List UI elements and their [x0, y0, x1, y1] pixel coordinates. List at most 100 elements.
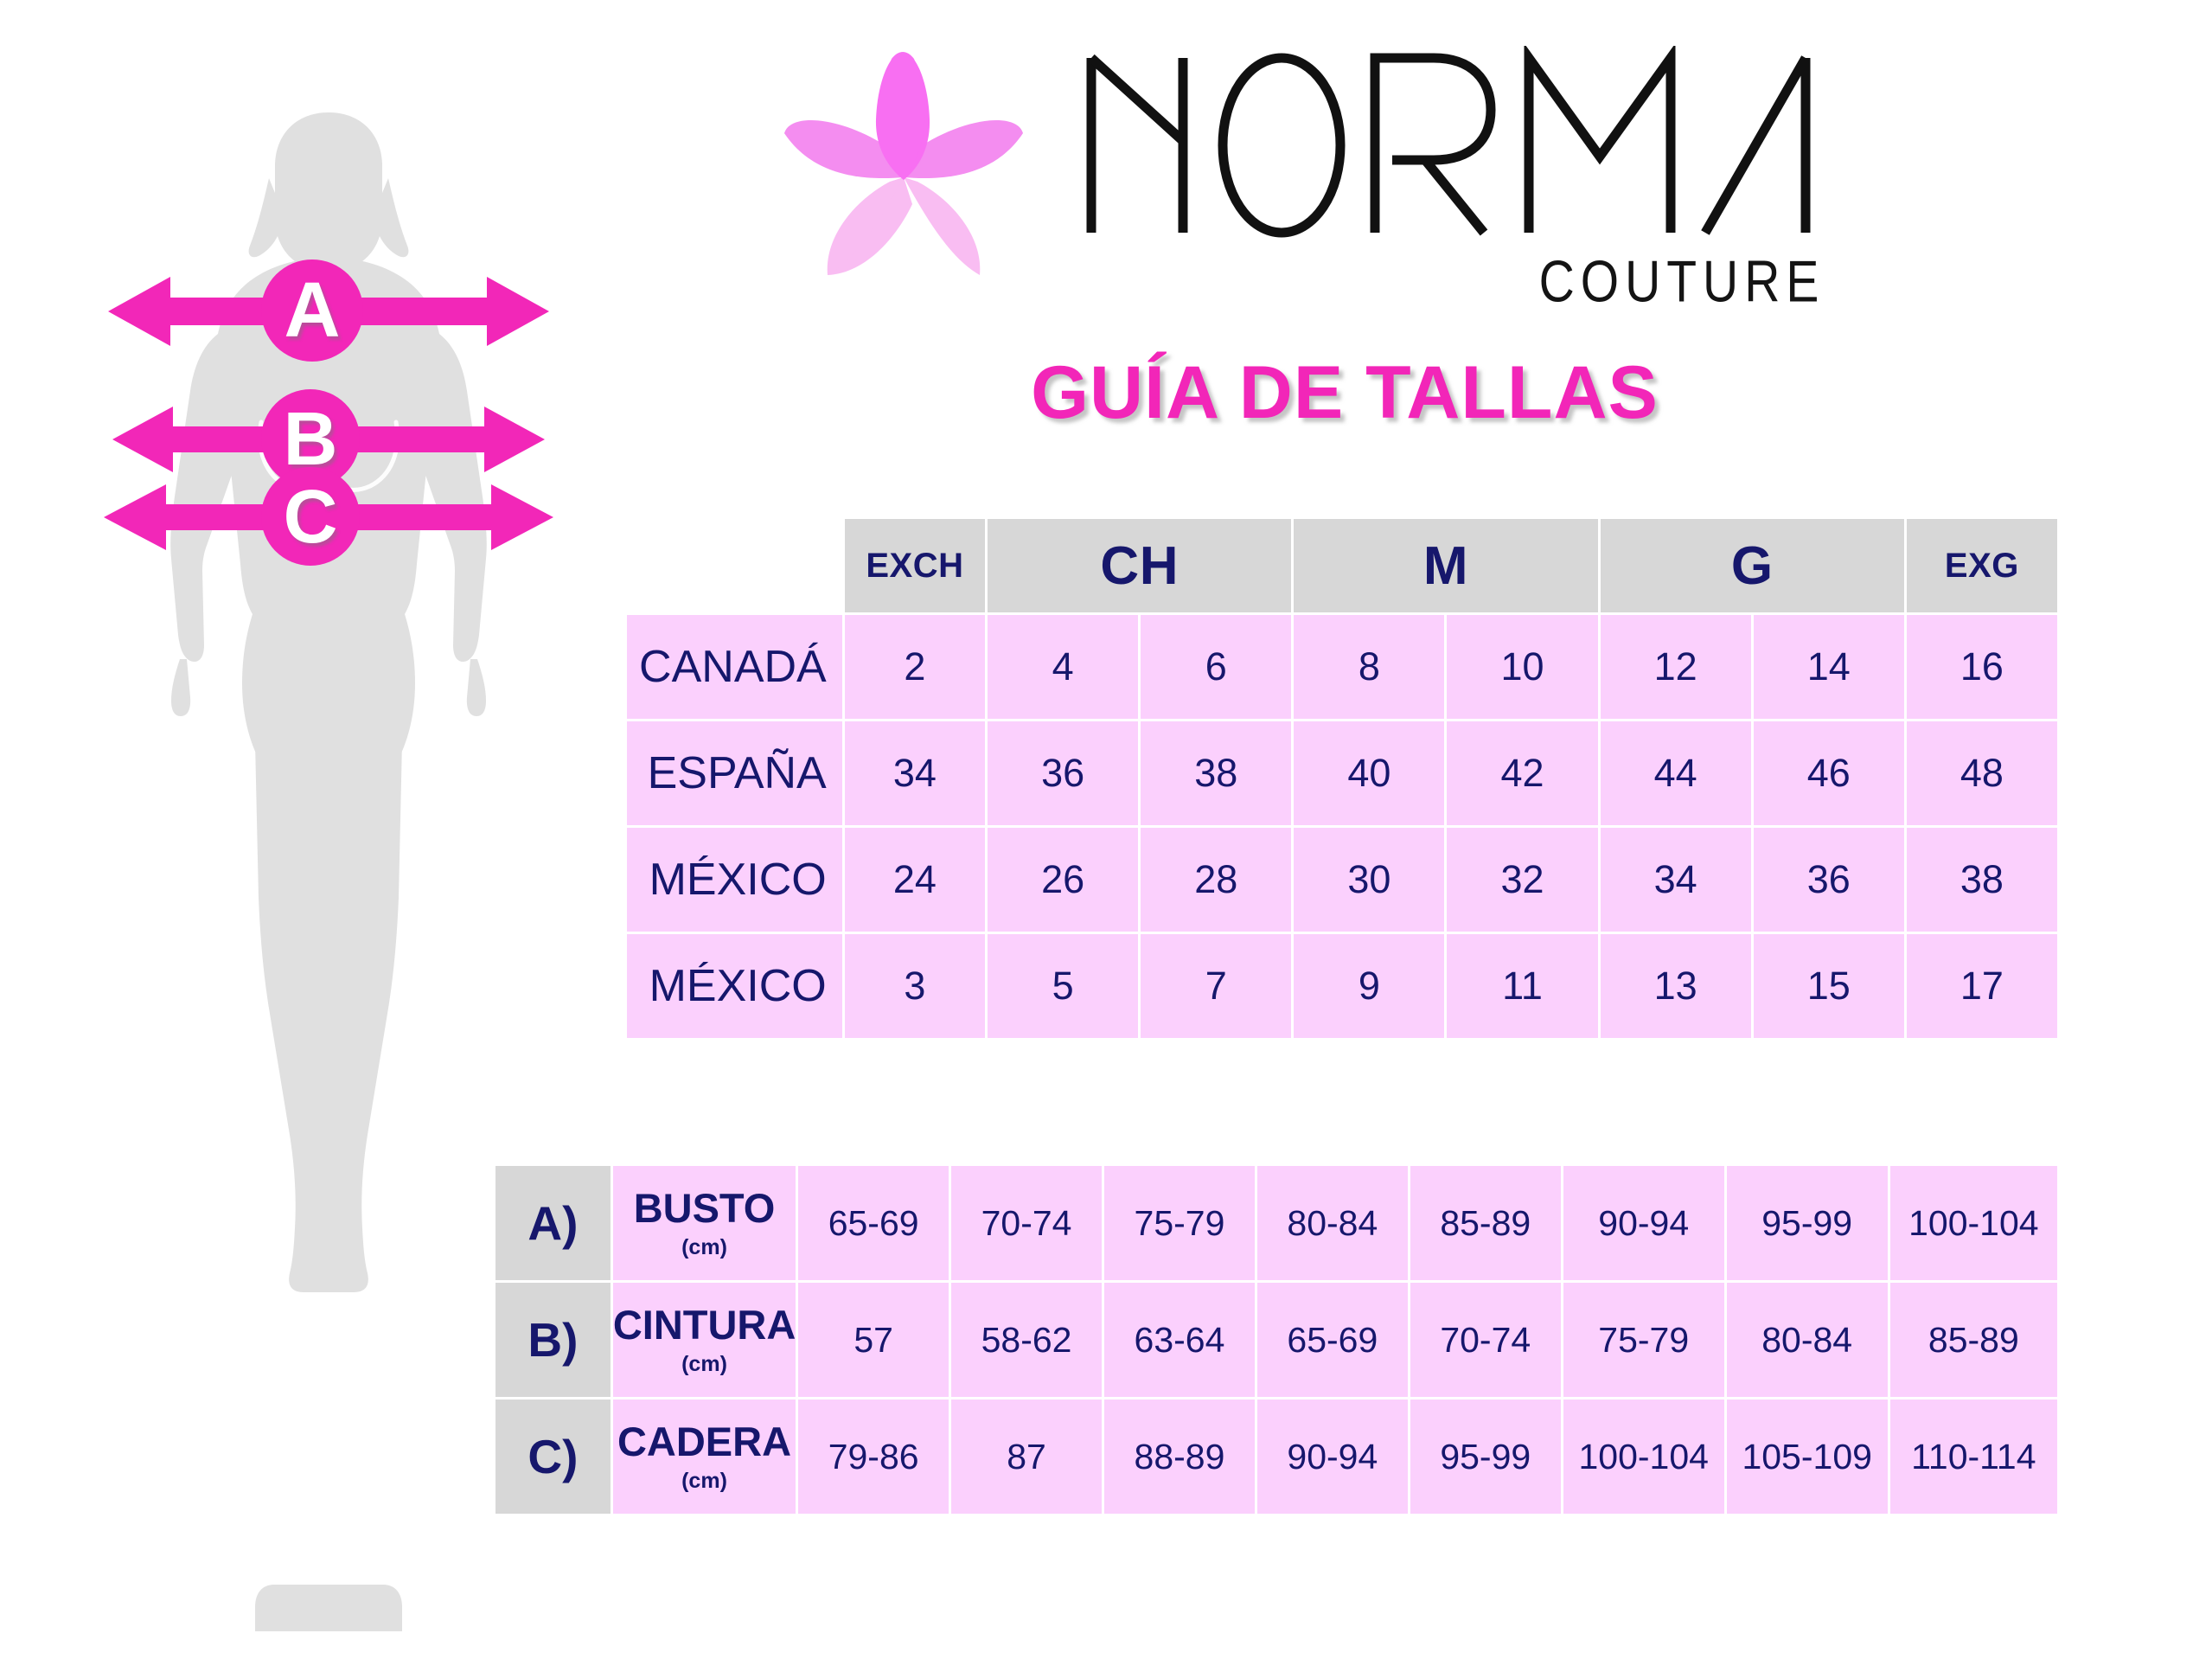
measure-cell: 85-89 — [1410, 1166, 1561, 1280]
measure-cell: 80-84 — [1256, 1166, 1408, 1280]
measure-letter-c: C) — [495, 1400, 611, 1514]
measure-cell: 57 — [798, 1283, 949, 1397]
size-cell: 16 — [1906, 615, 2057, 719]
body-measurements-table: A) BUSTO (cm) 65-69 70-74 75-79 80-84 85… — [493, 1163, 2060, 1516]
size-header-exg: EXG — [1906, 519, 2057, 612]
measure-cell: 90-94 — [1563, 1166, 1724, 1280]
measure-unit: (cm) — [681, 1235, 727, 1259]
size-cell: 2 — [844, 615, 986, 719]
bust-measure-group: A — [108, 259, 549, 363]
size-header-exch: EXCH — [844, 519, 986, 612]
hip-marker-badge: C — [261, 467, 360, 566]
measure-cell: 63-64 — [1104, 1283, 1255, 1397]
size-cell: 10 — [1447, 615, 1598, 719]
size-cell: 48 — [1906, 721, 2057, 825]
size-cell: 14 — [1753, 615, 1904, 719]
hip-marker-letter: C — [283, 474, 338, 559]
size-row-label-mexico-even: MÉXICO — [627, 828, 842, 932]
body-figure-panel: A B C — [82, 95, 575, 1643]
hip-measure-group: C — [104, 467, 553, 567]
size-row-label-mexico-odd: MÉXICO — [627, 934, 842, 1038]
measure-name-text: BUSTO — [633, 1185, 776, 1231]
size-row-label-espana: ESPAÑA — [627, 721, 842, 825]
measure-cell: 95-99 — [1410, 1400, 1561, 1514]
measure-cell: 110-114 — [1889, 1400, 2057, 1514]
size-cell: 26 — [988, 828, 1139, 932]
table-row: CANADÁ 2 4 6 8 10 12 14 16 — [627, 615, 2057, 719]
table-row: ESPAÑA 34 36 38 40 42 44 46 48 — [627, 721, 2057, 825]
measure-cell: 100-104 — [1889, 1166, 2057, 1280]
measure-cell: 88-89 — [1104, 1400, 1255, 1514]
size-cell: 40 — [1294, 721, 1445, 825]
size-table-header-row: EXCH CH M G EXG — [627, 519, 2057, 612]
size-cell: 34 — [1600, 828, 1751, 932]
brand-logo: COUTURE — [774, 22, 1915, 315]
size-cell: 34 — [844, 721, 986, 825]
size-cell: 24 — [844, 828, 986, 932]
size-cell: 17 — [1906, 934, 2057, 1038]
size-cell: 15 — [1753, 934, 1904, 1038]
measure-name-text: CADERA — [617, 1419, 792, 1464]
measure-letter-b: B) — [495, 1283, 611, 1397]
table-row: C) CADERA (cm) 79-86 87 88-89 90-94 95-9… — [495, 1400, 2057, 1514]
norma-wordmark — [1086, 46, 1811, 238]
measure-cell: 105-109 — [1726, 1400, 1888, 1514]
size-cell: 36 — [988, 721, 1139, 825]
size-header-g: G — [1600, 519, 1904, 612]
measure-cell: 70-74 — [951, 1166, 1102, 1280]
measure-name-cintura: CINTURA (cm) — [612, 1283, 796, 1397]
measure-cell: 79-86 — [798, 1400, 949, 1514]
measure-unit: (cm) — [681, 1469, 727, 1493]
blank-corner — [627, 519, 842, 612]
page-title: GUÍA DE TALLAS — [1031, 351, 1659, 434]
couture-subtitle: COUTURE — [1538, 249, 1825, 315]
measure-name-cadera: CADERA (cm) — [612, 1400, 796, 1514]
size-cell: 8 — [1294, 615, 1445, 719]
waist-marker-letter: B — [283, 396, 338, 481]
measure-cell: 80-84 — [1726, 1283, 1888, 1397]
measure-cell: 58-62 — [951, 1283, 1102, 1397]
size-row-label-canada: CANADÁ — [627, 615, 842, 719]
size-cell: 42 — [1447, 721, 1598, 825]
measure-cell: 100-104 — [1563, 1400, 1724, 1514]
size-cell: 9 — [1294, 934, 1445, 1038]
bust-marker-letter: A — [284, 267, 341, 354]
flower-logo-icon — [784, 52, 1023, 275]
size-cell: 12 — [1600, 615, 1751, 719]
size-header-ch: CH — [988, 519, 1292, 612]
measure-cell: 70-74 — [1410, 1283, 1561, 1397]
size-cell: 38 — [1906, 828, 2057, 932]
table-row: A) BUSTO (cm) 65-69 70-74 75-79 80-84 85… — [495, 1166, 2057, 1280]
measure-cell: 87 — [951, 1400, 1102, 1514]
size-cell: 11 — [1447, 934, 1598, 1038]
table-row: B) CINTURA (cm) 57 58-62 63-64 65-69 70-… — [495, 1283, 2057, 1397]
size-header-m: M — [1294, 519, 1598, 612]
table-row: MÉXICO 3 5 7 9 11 13 15 17 — [627, 934, 2057, 1038]
size-cell: 44 — [1600, 721, 1751, 825]
measure-cell: 85-89 — [1889, 1283, 2057, 1397]
size-cell: 38 — [1141, 721, 1292, 825]
measure-cell: 95-99 — [1726, 1166, 1888, 1280]
table-row: MÉXICO 24 26 28 30 32 34 36 38 — [627, 828, 2057, 932]
measure-cell: 90-94 — [1256, 1400, 1408, 1514]
size-cell: 36 — [1753, 828, 1904, 932]
size-cell: 7 — [1141, 934, 1292, 1038]
measure-cell: 65-69 — [798, 1166, 949, 1280]
size-cell: 6 — [1141, 615, 1292, 719]
size-conversion-table: EXCH CH M G EXG CANADÁ 2 4 6 8 10 12 14 … — [624, 516, 2060, 1041]
measure-cell: 75-79 — [1563, 1283, 1724, 1397]
measure-cell: 75-79 — [1104, 1166, 1255, 1280]
size-cell: 30 — [1294, 828, 1445, 932]
size-cell: 32 — [1447, 828, 1598, 932]
measure-cell: 65-69 — [1256, 1283, 1408, 1397]
measure-name-busto: BUSTO (cm) — [612, 1166, 796, 1280]
size-cell: 5 — [988, 934, 1139, 1038]
size-cell: 3 — [844, 934, 986, 1038]
size-cell: 13 — [1600, 934, 1751, 1038]
measure-unit: (cm) — [681, 1352, 727, 1376]
size-cell: 28 — [1141, 828, 1292, 932]
bust-marker-badge: A — [261, 259, 363, 362]
size-cell: 46 — [1753, 721, 1904, 825]
measure-name-text: CINTURA — [612, 1302, 796, 1348]
size-cell: 4 — [988, 615, 1139, 719]
